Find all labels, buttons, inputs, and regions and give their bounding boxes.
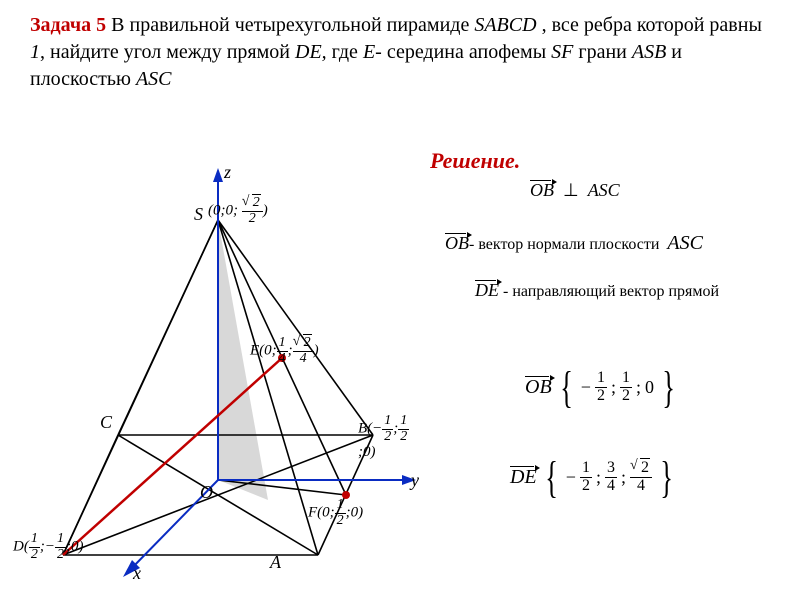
label-S: S [194, 204, 203, 225]
txt3: , найдите угол между прямой [40, 41, 295, 63]
label-O: O [200, 482, 213, 503]
label-D: D(12;−12;0) [13, 532, 93, 562]
txt5: - середина апофемы [375, 41, 551, 63]
label-B: B(−12;12;0) [358, 414, 418, 461]
label-E: E(0;14;24) [250, 336, 319, 366]
apothem: SF [551, 41, 573, 63]
face: ASB [632, 41, 666, 63]
line-name: DE, [295, 41, 327, 63]
vec-OB-1: OB [530, 180, 554, 201]
label-F: F(0;12;0) [308, 498, 363, 528]
stmt-ob-normal: OB- вектор нормали плоскости ASC [445, 232, 703, 255]
edge-len: 1 [30, 41, 40, 63]
vec-DE-2: DE [510, 466, 537, 489]
vec-DE-1: DE [475, 280, 499, 301]
axis-z-label: z [224, 162, 231, 183]
plane: ASC [136, 68, 172, 90]
label-A: A [270, 552, 281, 573]
plane-asc-1: ASC [588, 180, 620, 200]
txt6: грани [573, 41, 632, 63]
normal-text: - вектор нормали плоскости [469, 236, 663, 253]
problem-statement: Задача 5 В правильной четырехугольной пи… [30, 12, 780, 93]
txt1: В правильной четырехугольной пирамиде [106, 14, 474, 36]
pyramid-name: SABCD [474, 14, 536, 36]
coord-S: (0;0; 22) [208, 196, 268, 226]
vec-ob-coords: OB { −12 ; 12 ; 0 } [525, 370, 679, 405]
axis-y-label: y [411, 470, 419, 491]
label-C: C [100, 412, 112, 433]
axis-x-label: x [133, 563, 141, 584]
problem-title: Задача 5 [30, 14, 106, 36]
vec-OB-3: OB [525, 376, 552, 399]
perp-sym: ⊥ [563, 180, 579, 200]
pyramid-diagram: z y x S A C O D(12;−12;0) (0;0; 22) B(−1… [18, 160, 418, 580]
dir-text: - направляющий вектор прямой [503, 283, 719, 300]
txt4: где [327, 41, 363, 63]
stmt-de-dir: DE - направляющий вектор прямой [475, 280, 719, 301]
plane-asc-2: ASC [667, 232, 703, 254]
solution-heading: Решение. [430, 148, 520, 174]
pointE: E [363, 41, 375, 63]
vec-OB-2: OB [445, 233, 469, 254]
stmt-ob-perp: OB ⊥ ASC [530, 180, 620, 201]
txt2: , все ребра которой равны [537, 14, 762, 36]
vec-de-coords: DE { −12 ; 34 ; 24 } [510, 460, 677, 495]
